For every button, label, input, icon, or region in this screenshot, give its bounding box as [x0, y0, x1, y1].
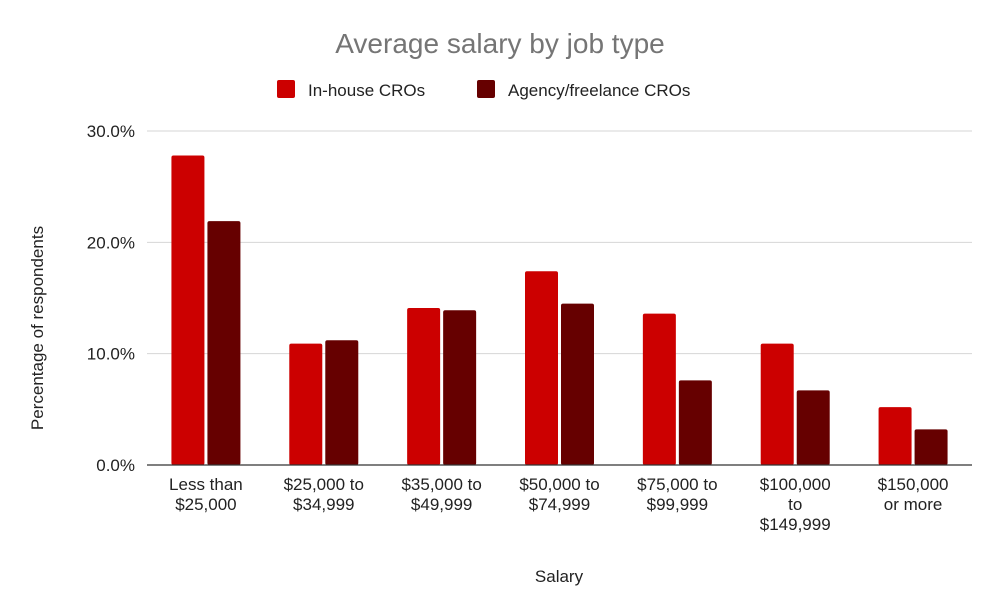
- bar-in-house[interactable]: [760, 343, 794, 465]
- bar-in-house[interactable]: [878, 407, 912, 465]
- bar-agency[interactable]: [796, 390, 830, 465]
- y-axis-title: Percentage of respondents: [28, 226, 47, 430]
- chart-title: Average salary by job type: [335, 28, 664, 59]
- gridlines: [147, 130, 972, 355]
- x-tick-label: $50,000 to $74,999: [519, 475, 599, 514]
- legend-item-in-house[interactable]: In-house CROs: [277, 80, 425, 100]
- bar-in-house[interactable]: [525, 271, 558, 465]
- x-tick-label: Less than $25,000: [169, 475, 243, 514]
- legend-label-agency: Agency/freelance CROs: [508, 81, 690, 100]
- y-axis-ticks: 0.0% 10.0% 20.0% 30.0%: [87, 122, 135, 475]
- y-tick-label: 0.0%: [96, 456, 135, 475]
- x-axis-ticks: Less than $25,000 $25,000 to $34,999 $35,000…: [169, 475, 948, 534]
- y-tick-label: 10.0%: [87, 345, 135, 364]
- y-tick-label: 30.0%: [87, 122, 135, 141]
- bar-in-house[interactable]: [642, 313, 676, 465]
- bar-agency[interactable]: [325, 340, 359, 465]
- x-tick-label: $150,000 or more: [878, 475, 949, 514]
- legend: In-house CROs Agency/freelance CROs: [277, 80, 690, 100]
- bars: [171, 155, 948, 465]
- bar-in-house[interactable]: [289, 343, 323, 465]
- x-tick-label: $35,000 to $49,999: [401, 475, 481, 514]
- x-axis-title: Salary: [535, 567, 584, 586]
- bar-in-house[interactable]: [171, 155, 205, 465]
- legend-label-in-house: In-house CROs: [308, 81, 425, 100]
- bar-agency[interactable]: [678, 380, 712, 465]
- y-tick-label: 20.0%: [87, 233, 135, 252]
- x-tick-label: $25,000 to $34,999: [284, 475, 364, 514]
- bar-agency[interactable]: [914, 429, 948, 465]
- bar-in-house[interactable]: [407, 308, 441, 465]
- x-tick-label: $100,000 to $149,999: [760, 475, 831, 534]
- legend-swatch-agency: [477, 80, 495, 98]
- bar-agency[interactable]: [207, 221, 241, 465]
- bar-agency[interactable]: [561, 303, 594, 465]
- bar-agency[interactable]: [443, 310, 477, 465]
- x-tick-label: $75,000 to $99,999: [637, 475, 717, 514]
- legend-item-agency[interactable]: Agency/freelance CROs: [477, 80, 690, 100]
- legend-swatch-in-house: [277, 80, 295, 98]
